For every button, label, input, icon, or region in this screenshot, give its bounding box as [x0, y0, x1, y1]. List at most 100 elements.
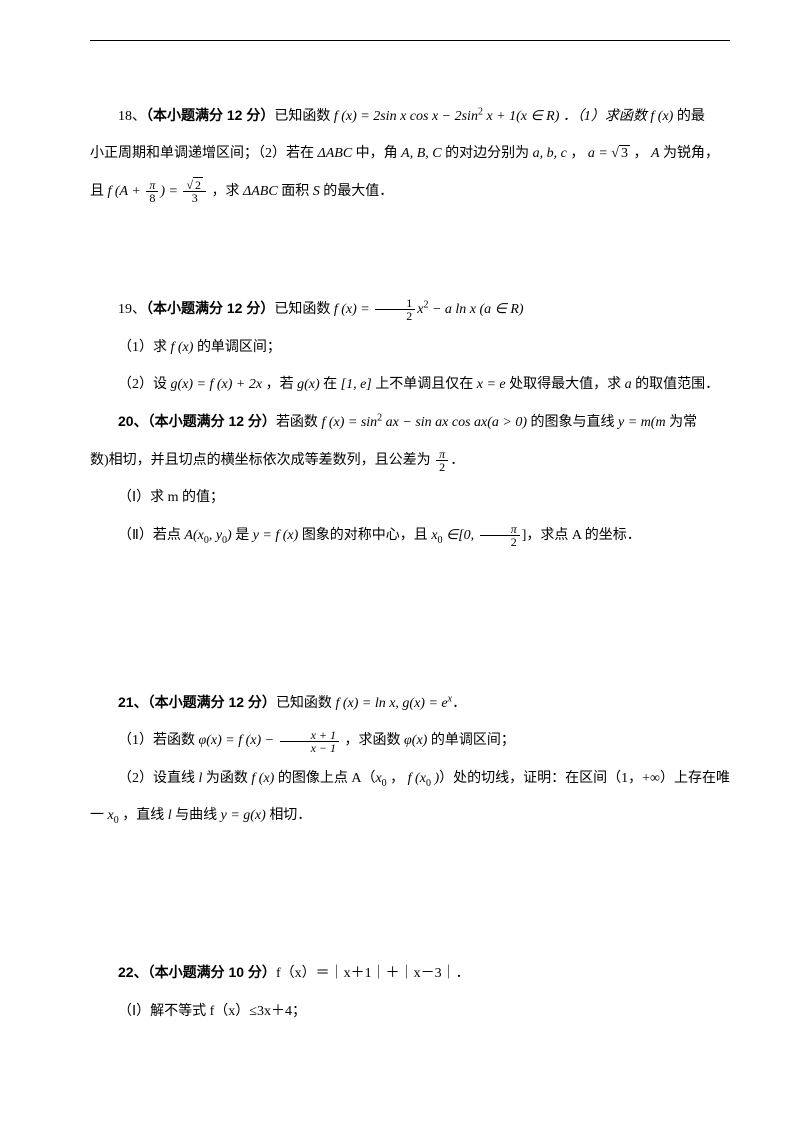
text: 上不单调且仅在 [372, 377, 477, 392]
math: f (x) = ln x, g(x) = e [335, 696, 447, 711]
math: g(x) [297, 377, 320, 392]
math: ΔABC [318, 146, 353, 161]
q-score: （本小题满分 10 分） [148, 964, 276, 980]
text: （1）求 [118, 340, 171, 355]
gap [90, 838, 730, 918]
text: 的图象与直线 [527, 415, 618, 430]
question-19-p2: （2）设 g(x) = f (x) + 2x ，若 g(x) 在 [1, e] … [90, 370, 730, 399]
q-score: （本小题满分 12 分） [146, 107, 274, 123]
question-19: 19、（本小题满分 12 分）已知函数 f (x) = 12x2 − a ln … [90, 294, 730, 324]
math: , y [209, 528, 222, 543]
text: ，求 [208, 184, 243, 199]
math: ) [431, 771, 439, 786]
frac: π2 [436, 448, 448, 473]
text: ）处的切线，证明：在区间（1，+∞）上存在唯 [439, 771, 730, 786]
question-21-p2: （2）设直线 l 为函数 f (x) 的图像上点 A（x0 ， f (x0 )）… [90, 764, 730, 793]
text: （1）若函数 [118, 733, 199, 748]
math: y = f (x) [253, 528, 299, 543]
frac: π8 [146, 179, 158, 204]
text: （Ⅰ）解不等式 f（x）≤3x＋4； [118, 1004, 306, 1019]
frac: 12 [375, 297, 415, 322]
question-18: 18、（本小题满分 12 分）已知函数 f (x) = 2sin x cos x… [90, 101, 730, 131]
question-20-p1: （Ⅰ）求 m 的值； [90, 483, 730, 512]
frac: π2 [480, 523, 520, 548]
question-19-p1: （1）求 f (x) 的单调区间； [90, 333, 730, 362]
math: a = [588, 146, 611, 161]
question-18-line2: 小正周期和单调递增区间；（2）若在 ΔABC 中，角 A, B, C 的对边分别… [90, 139, 730, 168]
math: [1, e] [341, 377, 372, 392]
math: f (x) [171, 340, 194, 355]
text: 的最大值． [320, 184, 394, 199]
frac: 23 [183, 179, 206, 204]
math: f (x) = sin [321, 415, 377, 430]
text: ]，求点 A 的坐标． [522, 528, 641, 543]
math: S [313, 184, 320, 199]
question-22-p1: （Ⅰ）解不等式 f（x）≤3x＋4； [90, 997, 730, 1026]
math: f (A + [108, 184, 145, 199]
question-18-line3: 且 f (A + π8) = 23 ，求 ΔABC 面积 S 的最大值． [90, 177, 730, 206]
q-num: 22、 [118, 964, 148, 980]
text: ． [452, 696, 466, 711]
gap [90, 558, 730, 688]
text: 小正周期和单调递增区间；（2）若在 [90, 146, 318, 161]
text: 图象的对称中心，且 [298, 528, 431, 543]
text: （Ⅱ）若点 [118, 528, 184, 543]
math: f (x) = [334, 302, 373, 317]
math: ) = [160, 184, 181, 199]
math: A [651, 146, 660, 161]
text: 是 [232, 528, 253, 543]
sqrt: 3 [611, 139, 630, 168]
text: 的对边分别为 [442, 146, 533, 161]
text: ，求函数 [341, 733, 404, 748]
text: ， [567, 146, 588, 161]
text: （Ⅰ）求 m 的值； [118, 490, 224, 505]
text: 的单调区间； [427, 733, 515, 748]
math: a [625, 377, 632, 392]
question-21: 21、（本小题满分 12 分）已知函数 f (x) = ln x, g(x) =… [90, 688, 730, 718]
q-score: （本小题满分 12 分） [146, 300, 274, 316]
text: 相切． [266, 808, 312, 823]
math: ΔABC [243, 184, 278, 199]
math: − a ln x (a ∈ R) [428, 302, 523, 317]
text: （2）设 [118, 377, 171, 392]
q-score: （本小题满分 12 分） [148, 694, 276, 710]
math: ax − sin ax cos ax(a > 0) [382, 415, 527, 430]
q-score: （本小题满分 12 分） [148, 413, 276, 429]
text: 中，角 [352, 146, 401, 161]
question-21-p1: （1）若函数 φ(x) = f (x) − x + 1x − 1 ，求函数 φ(… [90, 726, 730, 755]
text: 的图像上点 A（ [274, 771, 375, 786]
q-num: 21、 [118, 694, 148, 710]
math: g(x) = f (x) + 2x [171, 377, 263, 392]
text: 已知函数 [276, 696, 336, 711]
text: 且 [90, 184, 108, 199]
text: 若函数 [276, 415, 322, 430]
q-num: 20、 [118, 413, 148, 429]
text: （2）设直线 [118, 771, 199, 786]
text: ，直线 [119, 808, 168, 823]
text: ， [387, 771, 408, 786]
gap [90, 214, 730, 294]
text: ，若 [262, 377, 297, 392]
text: 在 [320, 377, 341, 392]
math: φ(x) = f (x) − [199, 733, 278, 748]
question-20: 20、（本小题满分 12 分）若函数 f (x) = sin2 ax − sin… [90, 407, 730, 437]
math: f (x) [650, 109, 673, 124]
text: 面积 [278, 184, 313, 199]
question-21-p3: 一 x0 ，直线 l 与曲线 y = g(x) 相切． [90, 801, 730, 830]
math: x + 1(x ∈ R) ．（1）求函数 [483, 109, 650, 124]
text: 的单调区间； [193, 340, 281, 355]
gap [90, 918, 730, 958]
math: y = m(m [618, 415, 666, 430]
math: φ(x) [404, 733, 427, 748]
text: ， [630, 146, 651, 161]
question-20-p2: （Ⅱ）若点 A(x0, y0) 是 y = f (x) 图象的对称中心，且 x0… [90, 521, 730, 550]
document-page: 18、（本小题满分 12 分）已知函数 f (x) = 2sin x cos x… [0, 0, 800, 1132]
math: A, B, C [401, 146, 441, 161]
text: ． [450, 453, 464, 468]
text: 数)相切，并且切点的横坐标依次成等差数列，且公差为 [90, 453, 434, 468]
question-22: 22、（本小题满分 10 分）f（x）＝｜x＋1｜＋｜x－3｜． [90, 958, 730, 988]
math: f (x) [251, 771, 274, 786]
q-num: 18、 [118, 109, 146, 124]
math: f (x) = 2sin x cos x − 2sin [334, 109, 478, 124]
math: A(x [184, 528, 203, 543]
